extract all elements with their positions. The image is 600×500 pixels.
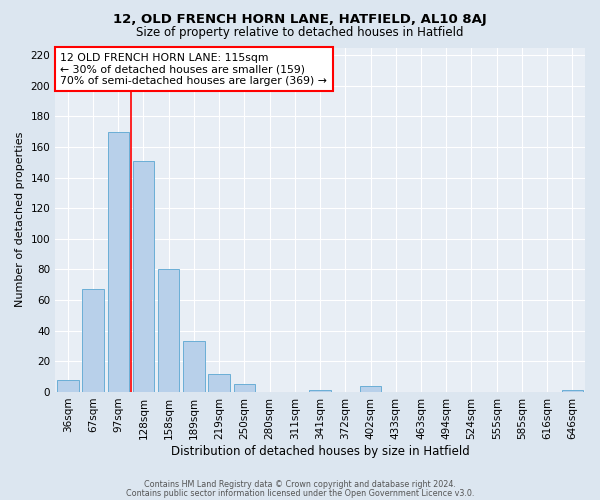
Bar (233, 384, 255, 392)
Text: Contains HM Land Registry data © Crown copyright and database right 2024.: Contains HM Land Registry data © Crown c… (144, 480, 456, 489)
Bar (562, 390, 583, 392)
Bar (158, 270, 179, 392)
Bar (82, 290, 104, 392)
Y-axis label: Number of detached properties: Number of detached properties (15, 132, 25, 308)
Bar (360, 386, 381, 392)
Bar (310, 390, 331, 392)
Bar (133, 161, 154, 392)
Text: 12, OLD FRENCH HORN LANE, HATFIELD, AL10 8AJ: 12, OLD FRENCH HORN LANE, HATFIELD, AL10… (113, 12, 487, 26)
Bar (57, 380, 79, 392)
Text: 12 OLD FRENCH HORN LANE: 115sqm
← 30% of detached houses are smaller (159)
70% o: 12 OLD FRENCH HORN LANE: 115sqm ← 30% of… (61, 52, 328, 86)
Text: Size of property relative to detached houses in Hatfield: Size of property relative to detached ho… (136, 26, 464, 39)
Text: Contains public sector information licensed under the Open Government Licence v3: Contains public sector information licen… (126, 488, 474, 498)
Bar (208, 374, 230, 392)
X-axis label: Distribution of detached houses by size in Hatfield: Distribution of detached houses by size … (171, 444, 469, 458)
Bar (107, 132, 129, 392)
Bar (183, 342, 205, 392)
